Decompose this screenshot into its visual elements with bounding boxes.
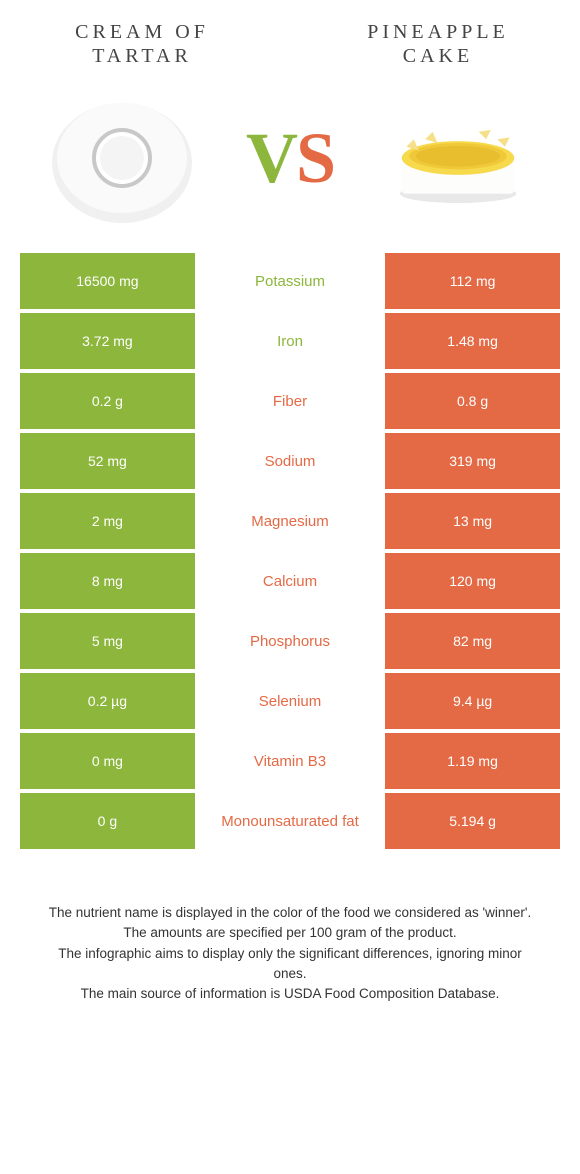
nutrient-label: Magnesium bbox=[195, 493, 385, 549]
footer-line: The main source of information is USDA F… bbox=[42, 984, 538, 1004]
nutrient-label: Fiber bbox=[195, 373, 385, 429]
right-value: 82 mg bbox=[385, 613, 560, 669]
header-row: Cream of tartar Pineapple cake bbox=[12, 10, 568, 73]
left-value: 16500 mg bbox=[20, 253, 195, 309]
right-value: 13 mg bbox=[385, 493, 560, 549]
nutrient-row: 2 mgMagnesium13 mg bbox=[20, 493, 560, 549]
left-value: 0 g bbox=[20, 793, 195, 849]
right-value: 0.8 g bbox=[385, 373, 560, 429]
left-value: 52 mg bbox=[20, 433, 195, 489]
nutrient-row: 0.2 gFiber0.8 g bbox=[20, 373, 560, 429]
right-value: 5.194 g bbox=[385, 793, 560, 849]
nutrient-label: Vitamin B3 bbox=[195, 733, 385, 789]
nutrient-row: 3.72 mgIron1.48 mg bbox=[20, 313, 560, 369]
vs-letter-s: S bbox=[296, 118, 334, 198]
left-food-image bbox=[42, 78, 202, 238]
nutrient-row: 52 mgSodium319 mg bbox=[20, 433, 560, 489]
footer-line: The nutrient name is displayed in the co… bbox=[42, 903, 538, 923]
right-value: 120 mg bbox=[385, 553, 560, 609]
nutrient-row: 5 mgPhosphorus82 mg bbox=[20, 613, 560, 669]
vs-badge: VS bbox=[246, 117, 334, 200]
left-value: 2 mg bbox=[20, 493, 195, 549]
illustration-row: VS bbox=[12, 73, 568, 253]
right-value: 1.48 mg bbox=[385, 313, 560, 369]
right-value: 1.19 mg bbox=[385, 733, 560, 789]
nutrient-row: 0 mgVitamin B31.19 mg bbox=[20, 733, 560, 789]
nutrient-label: Sodium bbox=[195, 433, 385, 489]
nutrient-label: Phosphorus bbox=[195, 613, 385, 669]
right-value: 319 mg bbox=[385, 433, 560, 489]
right-food-image bbox=[378, 78, 538, 238]
nutrient-row: 16500 mgPotassium112 mg bbox=[20, 253, 560, 309]
nutrient-label: Potassium bbox=[195, 253, 385, 309]
left-value: 8 mg bbox=[20, 553, 195, 609]
footer-line: The infographic aims to display only the… bbox=[42, 944, 538, 985]
left-value: 3.72 mg bbox=[20, 313, 195, 369]
nutrient-row: 0 gMonounsaturated fat5.194 g bbox=[20, 793, 560, 849]
vs-letter-v: V bbox=[246, 118, 296, 198]
left-value: 0.2 µg bbox=[20, 673, 195, 729]
right-food-title: Pineapple cake bbox=[338, 20, 538, 68]
comparison-infographic: Cream of tartar Pineapple cake VS bbox=[0, 0, 580, 1044]
nutrient-label: Calcium bbox=[195, 553, 385, 609]
left-value: 0 mg bbox=[20, 733, 195, 789]
right-value: 112 mg bbox=[385, 253, 560, 309]
nutrient-label: Selenium bbox=[195, 673, 385, 729]
footer-line: The amounts are specified per 100 gram o… bbox=[42, 923, 538, 943]
nutrient-table: 16500 mgPotassium112 mg3.72 mgIron1.48 m… bbox=[12, 253, 568, 849]
nutrient-label: Iron bbox=[195, 313, 385, 369]
left-value: 0.2 g bbox=[20, 373, 195, 429]
nutrient-label: Monounsaturated fat bbox=[195, 793, 385, 849]
right-value: 9.4 µg bbox=[385, 673, 560, 729]
nutrient-row: 0.2 µgSelenium9.4 µg bbox=[20, 673, 560, 729]
left-value: 5 mg bbox=[20, 613, 195, 669]
left-food-title: Cream of tartar bbox=[42, 20, 242, 68]
footer-notes: The nutrient name is displayed in the co… bbox=[12, 853, 568, 1014]
nutrient-row: 8 mgCalcium120 mg bbox=[20, 553, 560, 609]
